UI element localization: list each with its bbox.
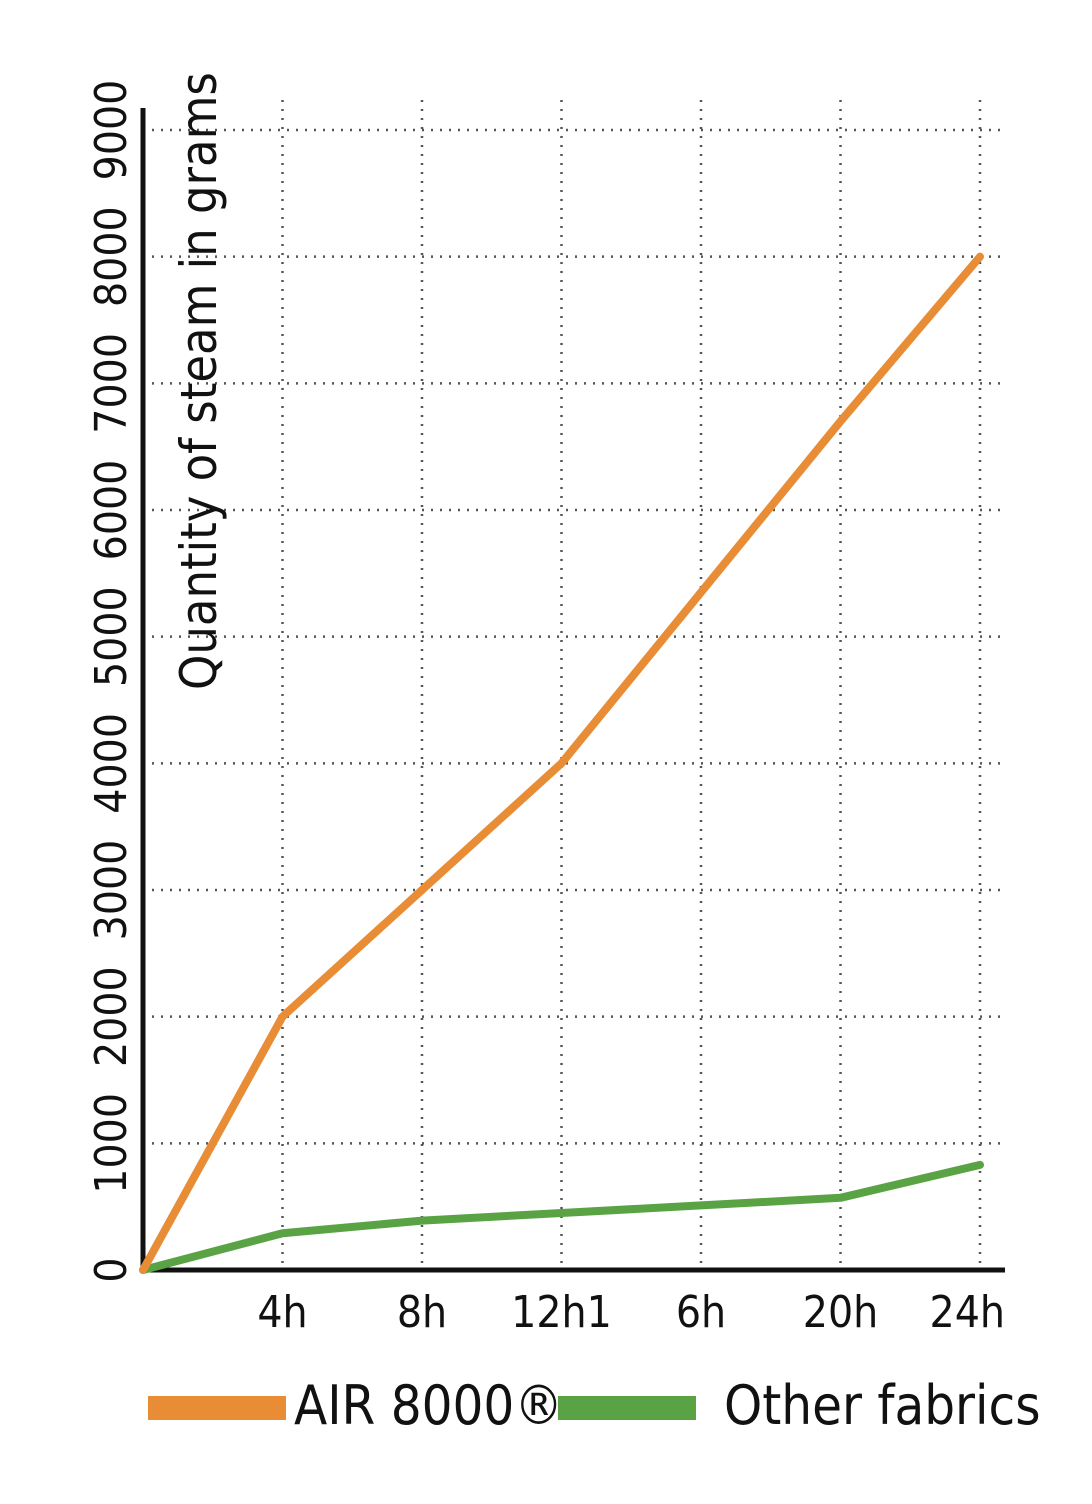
legend-label-0: AIR 8000® [294,1374,563,1437]
series-lines [139,252,984,1274]
y-tick-label-9: 9000 [86,80,137,181]
x-tick-label-1: 8h [397,1287,447,1338]
y-tick-label-1: 1000 [86,1093,137,1194]
y-tick-label-8: 8000 [86,206,137,307]
series-line-1 [139,1160,984,1274]
legend-swatch-1 [558,1396,696,1420]
axes [140,108,1005,1273]
y-axis-label: Quantity of steam in grams [170,72,228,690]
x-tick-label-4: 20h [803,1287,878,1338]
x-tick-label-0: 4h [257,1287,307,1338]
x-tick-labels: 4h 8h 12h1 6h 20h 24h [257,1287,1005,1338]
y-tick-label-3: 3000 [86,840,137,941]
y-tick-label-5: 5000 [86,586,137,687]
series-line-0 [139,252,984,1274]
y-tick-label-6: 6000 [86,460,137,561]
legend-swatch-0 [148,1396,286,1420]
y-tick-labels: 0 1000 2000 3000 4000 5000 6000 7000 8000 9000 [86,80,137,1283]
y-tick-label-4: 4000 [86,713,137,814]
grid [143,100,1005,1270]
x-tick-label-5: 24h [930,1287,1005,1338]
y-tick-label-7: 7000 [86,333,137,434]
x-tick-label-3: 6h [676,1287,726,1338]
y-tick-label-0: 0 [86,1257,137,1282]
legend-label-1: Other fabrics [724,1374,1041,1437]
y-tick-label-2: 2000 [86,966,137,1067]
x-tick-label-2: 12h1 [511,1287,612,1338]
legend: AIR 8000® Other fabrics [148,1374,1041,1437]
